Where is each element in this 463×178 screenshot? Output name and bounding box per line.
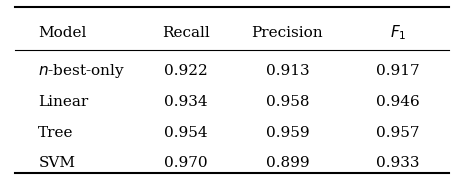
Text: 0.922: 0.922 [163, 64, 207, 78]
Text: 0.899: 0.899 [265, 156, 308, 171]
Text: 0.946: 0.946 [375, 95, 419, 109]
Text: 0.934: 0.934 [164, 95, 207, 109]
Text: 0.933: 0.933 [375, 156, 419, 171]
Text: 0.957: 0.957 [375, 126, 419, 140]
Text: Tree: Tree [38, 126, 74, 140]
Text: Precision: Precision [251, 26, 322, 40]
Text: Recall: Recall [162, 26, 209, 40]
Text: 0.970: 0.970 [164, 156, 207, 171]
Text: 0.954: 0.954 [164, 126, 207, 140]
Text: 0.959: 0.959 [265, 126, 308, 140]
Text: 0.913: 0.913 [265, 64, 308, 78]
Text: 0.917: 0.917 [375, 64, 419, 78]
Text: SVM: SVM [38, 156, 75, 171]
Text: 0.958: 0.958 [265, 95, 308, 109]
Text: Model: Model [38, 26, 87, 40]
Text: Linear: Linear [38, 95, 88, 109]
Text: $n$-best-only: $n$-best-only [38, 62, 125, 80]
Text: $F_1$: $F_1$ [389, 23, 406, 42]
